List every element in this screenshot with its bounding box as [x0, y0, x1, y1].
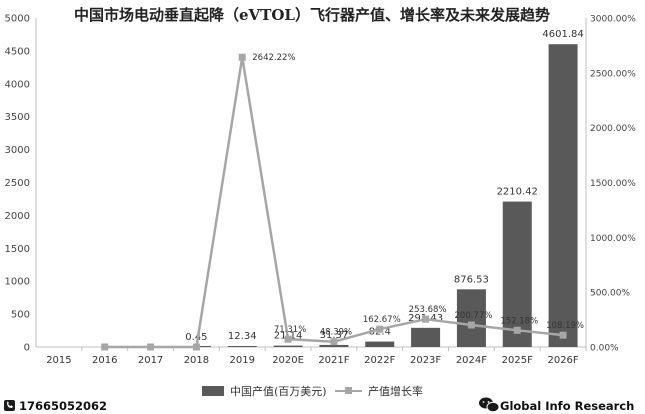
- bar: [365, 341, 395, 347]
- bar-data-label: 31.37: [320, 330, 349, 341]
- line-point: [513, 326, 521, 334]
- legend: 中国产值(百万美元) 产值增长率: [202, 384, 423, 398]
- left-tick-label: 1500: [5, 244, 30, 255]
- right-tick-label: 500.00%: [590, 289, 630, 299]
- x-tick-label: 2018: [184, 355, 209, 366]
- x-tick-label: 2026F: [547, 355, 578, 366]
- legend-bar-swatch: [202, 386, 224, 396]
- line-data-label: 108.19%: [546, 321, 584, 331]
- bar-data-label: 12.34: [228, 331, 257, 342]
- growth-line: [104, 55, 564, 349]
- x-tick-label: 2025F: [502, 355, 533, 366]
- left-tick-label: 2500: [5, 178, 30, 189]
- line-data-label: 253.68%: [409, 305, 447, 315]
- left-tick-label: 1000: [5, 277, 30, 288]
- left-tick-label: 2000: [5, 211, 30, 222]
- x-axis: 2015 2016 2017 2018 2019 2020E 2021F 2022F 2023F…: [36, 346, 587, 366]
- right-tick-label: 1000.00%: [590, 234, 636, 244]
- line-point: [376, 325, 384, 333]
- line-data-label: 2642.22%: [252, 53, 295, 63]
- footer-phone: 17665052062: [19, 399, 107, 413]
- left-tick-label: 500: [11, 310, 30, 321]
- line-data-label: 48.39%: [320, 328, 352, 338]
- bar-series: 0.4512.3421.1431.3782.4291.43876.532210.…: [181, 29, 584, 348]
- x-tick-label: 2016: [92, 355, 117, 366]
- bar: [273, 345, 303, 347]
- left-tick-label: 3000: [5, 145, 30, 156]
- wechat-icon: [479, 397, 500, 413]
- left-tick-label: 5000: [5, 14, 30, 25]
- right-tick-label: 3000.00%: [590, 15, 636, 25]
- bar: [319, 344, 349, 347]
- line-point: [559, 331, 567, 339]
- x-tick-label: 2024F: [456, 355, 487, 366]
- phone-icon: [4, 400, 15, 411]
- bar: [227, 346, 257, 347]
- line-data-label: 162.67%: [363, 315, 401, 325]
- line-point: [330, 338, 338, 346]
- right-tick-label: 2500.00%: [590, 69, 636, 79]
- line-series: 2642.22% 71.31% 48.39% 162.67% 253.68% 200.77…: [101, 53, 584, 351]
- bar-data-label: 4601.84: [542, 29, 583, 40]
- chart-title: 中国市场电动垂直起降（eVTOL）飞行器产值、增长率及未来发展趋势: [74, 6, 550, 24]
- left-axis: 0 500 1000 1500 2000 2500 3000 3500 4000 4500 5000: [5, 14, 37, 354]
- x-tick-label: 2015: [46, 355, 71, 366]
- x-tick-label: 2019: [230, 355, 255, 366]
- right-tick-label: 1500.00%: [590, 179, 636, 189]
- bar: [502, 201, 532, 347]
- right-axis: 0.00% 500.00% 1000.00% 1500.00% 2000.00% 2500…: [585, 15, 636, 354]
- bar-data-label: 0.45: [185, 332, 207, 343]
- x-tick-label: 2022F: [364, 355, 395, 366]
- x-tick-label: 2017: [138, 355, 163, 366]
- legend-bar-label: 中国产值(百万美元): [230, 384, 327, 398]
- left-tick-label: 0: [24, 343, 30, 354]
- line-point: [284, 335, 292, 343]
- footer: 17665052062 Global Info Research: [4, 397, 634, 413]
- line-point: [422, 315, 430, 323]
- left-tick-label: 4000: [5, 79, 30, 90]
- line-data-label: 71.31%: [274, 325, 306, 335]
- x-tick-label: 2023F: [410, 355, 441, 366]
- right-tick-label: 0.00%: [590, 344, 619, 354]
- line-point: [101, 343, 109, 351]
- left-tick-label: 3500: [5, 112, 30, 123]
- legend-line-marker: [345, 387, 352, 394]
- line-data-label: 152.18%: [500, 316, 538, 326]
- bar-data-label: 2210.42: [497, 187, 538, 198]
- line-point: [467, 321, 475, 329]
- line-point: [238, 53, 246, 61]
- legend-line-label: 产值增长率: [368, 384, 423, 398]
- x-tick-label: 2021F: [318, 355, 349, 366]
- line-point: [147, 343, 155, 351]
- bar: [548, 44, 578, 348]
- left-tick-label: 4500: [5, 46, 30, 57]
- bar: [411, 327, 441, 347]
- line-point: [192, 343, 200, 351]
- bar: [456, 289, 486, 347]
- bar-data-label: 876.53: [454, 274, 489, 285]
- x-tick-label: 2020E: [272, 355, 304, 366]
- footer-brand: Global Info Research: [500, 399, 634, 413]
- line-data-label: 200.77%: [455, 311, 493, 321]
- right-tick-label: 2000.00%: [590, 124, 636, 134]
